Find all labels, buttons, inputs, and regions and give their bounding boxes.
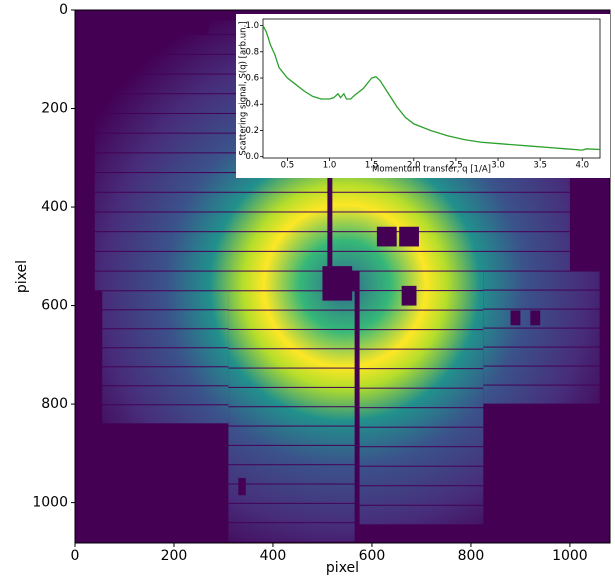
detector-tile	[102, 405, 229, 424]
detector-tile	[483, 290, 600, 309]
x-tick-label: 0.5	[281, 161, 295, 171]
detector-tile	[94, 192, 328, 212]
detector-tile	[102, 329, 229, 348]
detector-tile	[359, 271, 484, 291]
x-tick-label: 1.0	[323, 161, 337, 171]
x-tick-label: 1.5	[365, 161, 379, 171]
detector-tile	[94, 271, 328, 291]
detector-tile	[359, 310, 484, 330]
line-series	[262, 25, 601, 151]
detector-tile	[359, 408, 484, 427]
x-tick-label: 0	[71, 548, 80, 564]
x-tick-label: 800	[458, 548, 485, 564]
x-tick-label: 3.5	[533, 161, 547, 171]
x-axis-label: Momentum transfer, q [1/A]	[372, 165, 491, 175]
masked-region	[510, 310, 521, 326]
x-tick-label: 3.0	[491, 161, 505, 171]
detector-tile	[359, 388, 484, 408]
x-tick-label: 600	[359, 548, 386, 564]
detector-tile	[102, 386, 229, 405]
masked-region	[399, 226, 419, 247]
x-axis-label: pixel	[326, 560, 359, 576]
detector-tile	[102, 310, 229, 329]
y-tick-label: 600	[41, 298, 68, 314]
detector-tile	[102, 291, 229, 310]
y-tick-label: 0.6	[245, 74, 259, 84]
detector-tile	[228, 407, 355, 426]
detector-tile	[228, 523, 355, 542]
detector-tile	[332, 212, 570, 232]
detector-tile	[332, 232, 570, 251]
detector-tile	[483, 309, 600, 328]
detector-tile	[359, 330, 484, 349]
detector-tile	[483, 385, 600, 404]
y-tick-label: 400	[41, 199, 68, 215]
detector-tile	[359, 291, 484, 310]
y-axis-label: Scattering signal, S(q) [arb.un.]	[239, 21, 249, 155]
detector-tile	[94, 232, 328, 251]
plot-frame	[74, 9, 611, 544]
detector-tile	[94, 251, 328, 271]
y-axis-label: pixel	[14, 260, 30, 293]
detector-tile	[102, 348, 229, 367]
detector-tile	[483, 366, 600, 385]
masked-region	[530, 310, 541, 326]
x-tick-label: 400	[260, 548, 287, 564]
detector-tile	[359, 466, 484, 486]
detector-tile	[228, 349, 355, 368]
detector-tile	[228, 445, 355, 465]
detector-tile	[483, 347, 600, 366]
detector-tile	[332, 251, 570, 271]
y-tick-label: 0	[59, 2, 68, 18]
x-tick-label: 200	[161, 548, 188, 564]
detector-tile	[359, 427, 484, 447]
detector-tile	[228, 387, 355, 407]
y-tick-label: 1000	[32, 495, 68, 511]
detector-tile	[102, 367, 229, 386]
detector-tile	[359, 349, 484, 369]
detector-tile	[228, 329, 355, 349]
detector-tile	[359, 505, 484, 525]
detector-tile	[228, 368, 355, 387]
y-tick-label: 0.0	[245, 152, 259, 162]
inset-frame	[262, 18, 601, 159]
detector-tile	[359, 369, 484, 388]
detector-tile	[228, 310, 355, 329]
masked-region	[322, 266, 353, 301]
masked-region	[376, 226, 397, 247]
x-tick-label: 4.0	[576, 161, 590, 171]
x-tick-label: 2.5	[449, 161, 463, 171]
detector-tile	[332, 192, 570, 212]
masked-region	[401, 285, 417, 306]
y-tick-label: 0.8	[245, 47, 259, 57]
detector-tile	[94, 212, 328, 232]
detector-tile	[228, 484, 355, 503]
masked-region	[238, 477, 246, 496]
detector-tile	[483, 271, 600, 290]
inset-plot: 0.5 1.0 1.5 2.0 2.5 3.0 3.5 4.0 0.0 0.2 0.4 0.6 0.8 1…	[236, 14, 610, 178]
y-tick-label: 200	[41, 101, 68, 117]
x-tick-label: 2.0	[407, 161, 421, 171]
y-tick-label: 1.0	[245, 21, 259, 31]
detector-tile	[359, 486, 484, 505]
detector-tile	[228, 503, 355, 523]
y-tick-label: 0.4	[245, 100, 259, 110]
detector-tile	[228, 465, 355, 484]
y-tick-label: 800	[41, 396, 68, 412]
inset-background	[236, 14, 610, 178]
detector-tile	[483, 328, 600, 347]
detector-tile	[359, 447, 484, 466]
y-tick-label: 0.2	[245, 126, 259, 136]
detector-tile	[228, 426, 355, 445]
x-tick-label: 1000	[552, 548, 588, 564]
